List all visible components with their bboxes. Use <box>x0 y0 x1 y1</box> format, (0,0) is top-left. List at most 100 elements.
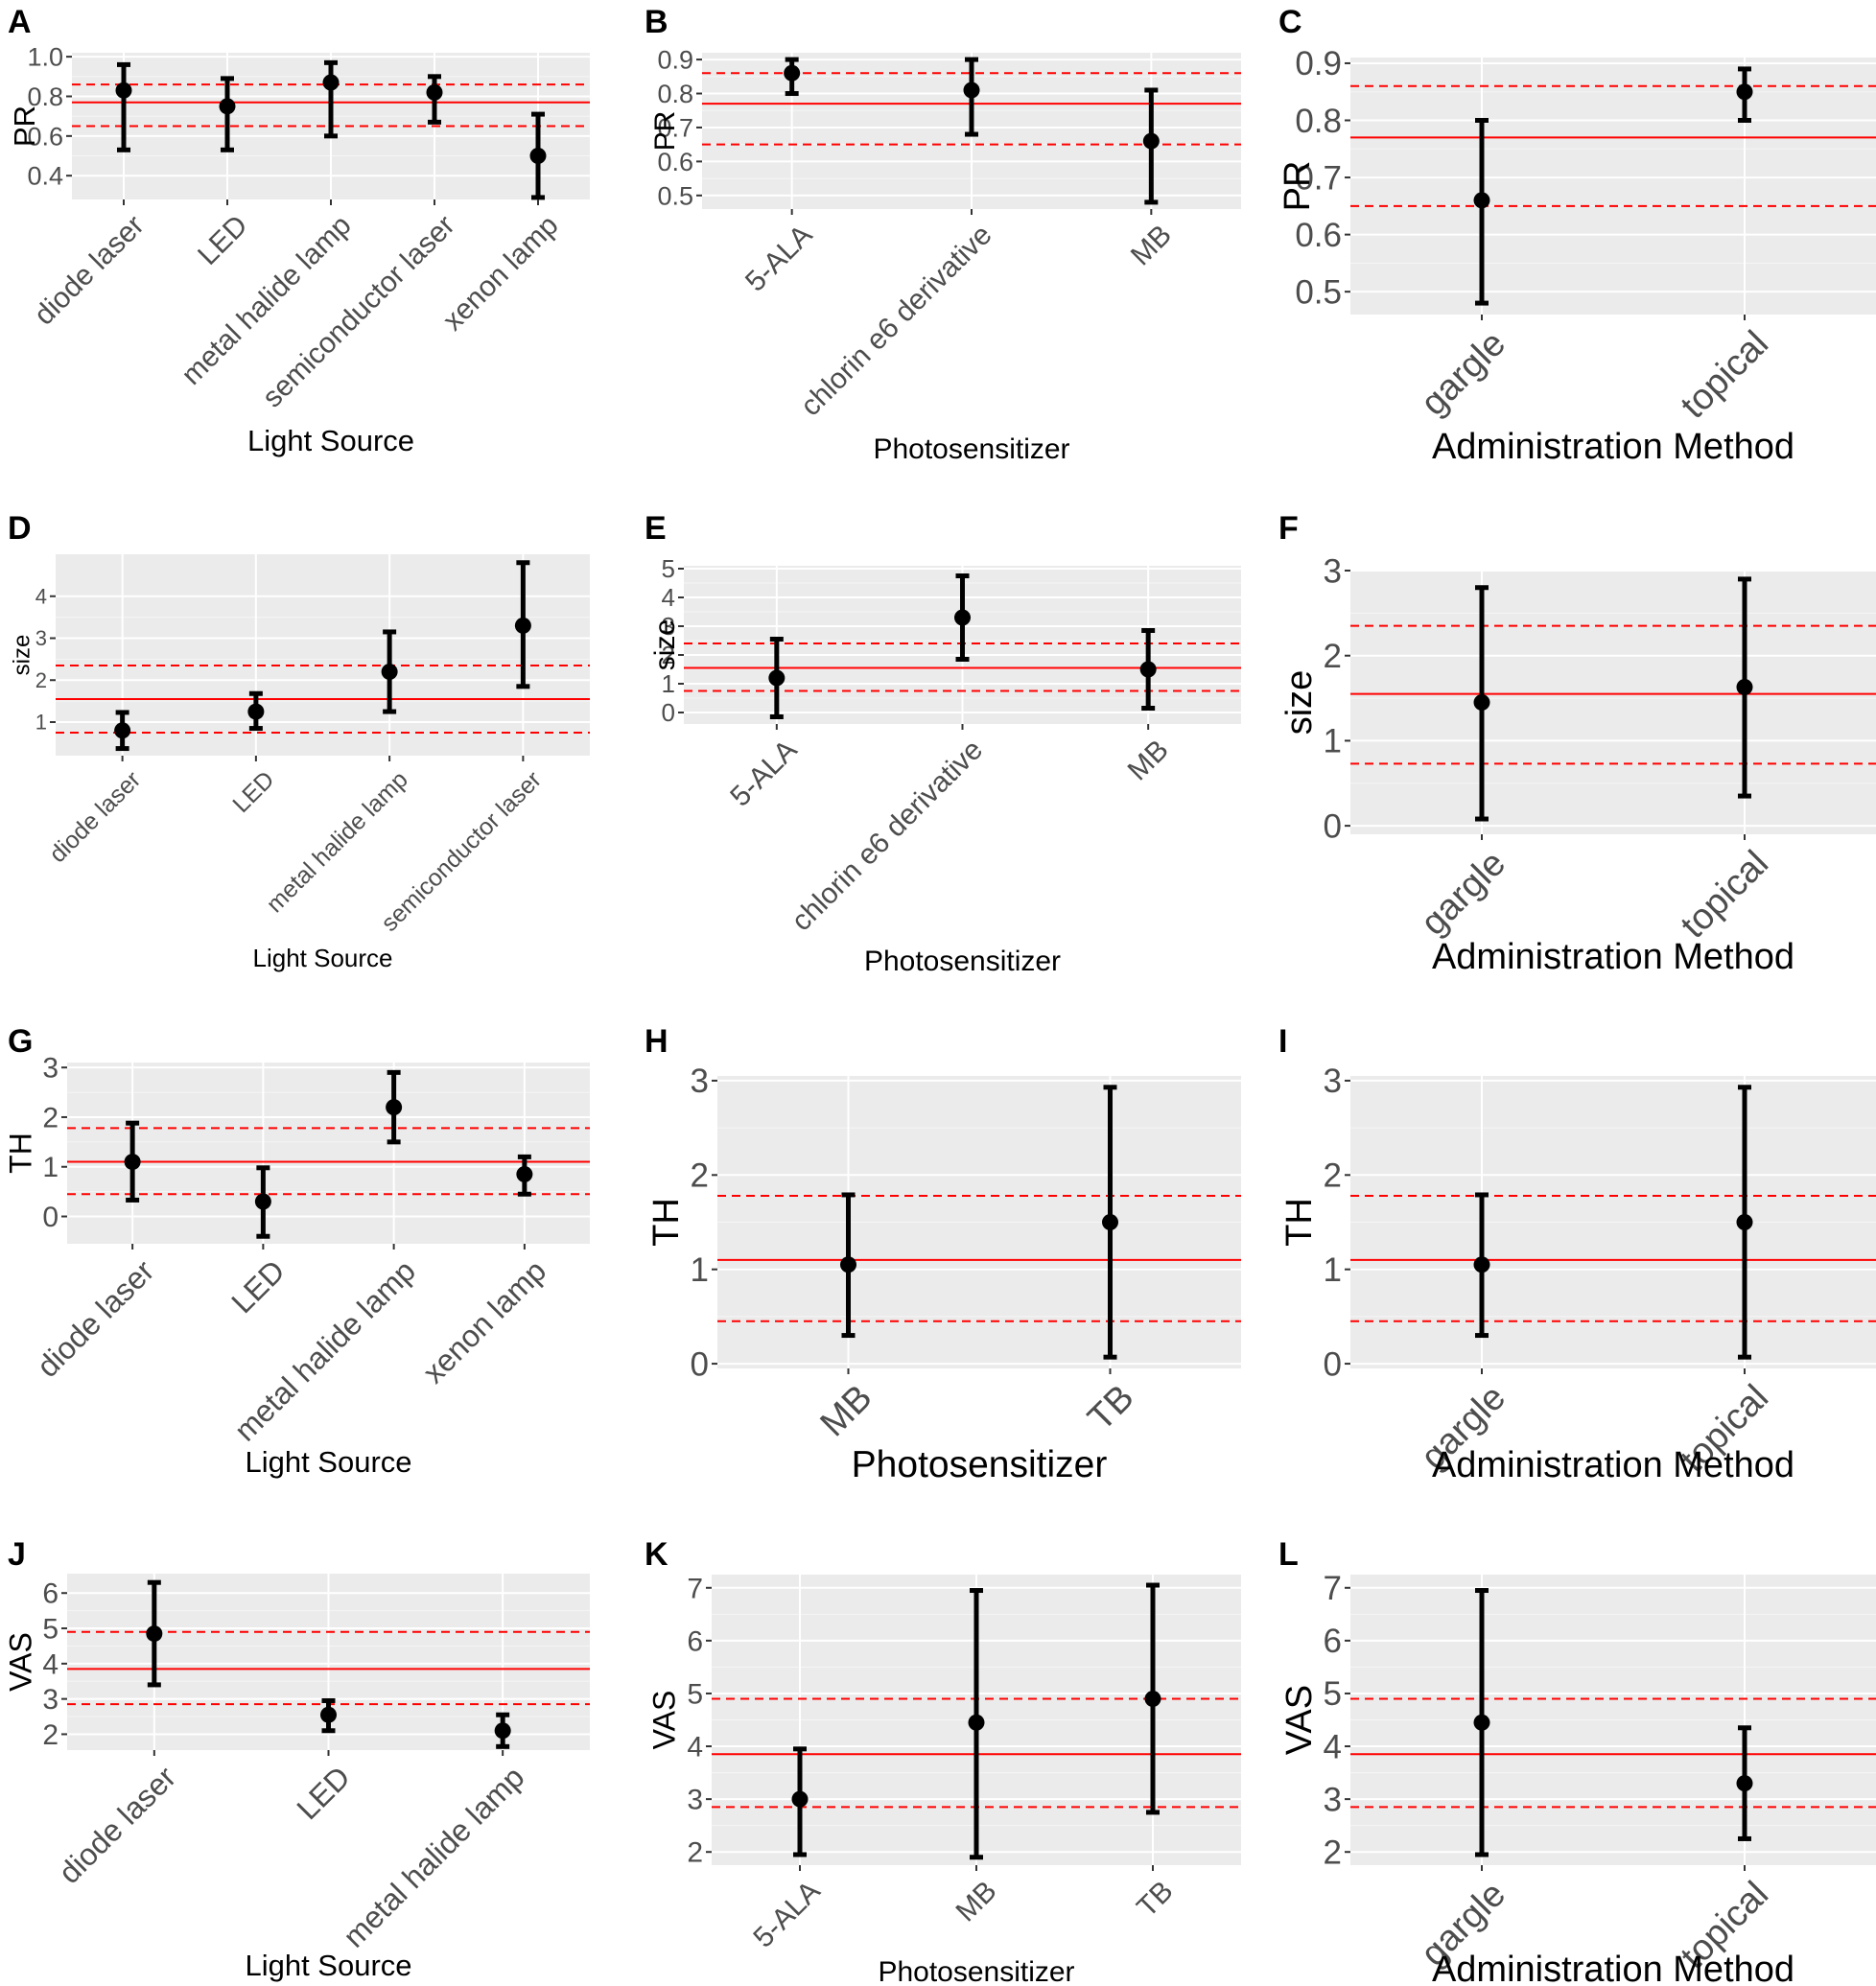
y-tick-label: 0.6 <box>1295 217 1342 254</box>
x-tick-label: topical <box>1674 843 1776 946</box>
x-axis-title: Light Source <box>245 1949 411 1982</box>
y-axis-title: VAS <box>646 1691 681 1750</box>
y-tick-label: 3 <box>662 612 675 641</box>
y-tick-label: 2 <box>691 1157 709 1195</box>
y-tick-label: 3 <box>42 1053 59 1085</box>
x-axis-title: Administration Method <box>1432 937 1794 977</box>
panel-C: C 0.5 0.6 0.7 0.8 0.9 gargle topicalAdministrat… <box>1278 4 1876 467</box>
point-estimate <box>1736 1214 1753 1230</box>
x-tick-label: MB <box>1122 734 1175 786</box>
point-estimate <box>426 83 443 101</box>
panel-label: F <box>1278 510 1299 547</box>
point-estimate <box>1473 1714 1490 1731</box>
y-tick-label: 1 <box>1324 1251 1342 1289</box>
x-tick-label: 5-ALA <box>724 734 803 812</box>
y-tick-label: 0.6 <box>657 148 693 176</box>
y-tick-label: 3 <box>42 1684 59 1716</box>
y-tick-label: 4 <box>35 584 47 608</box>
y-tick-label: 3 <box>1324 1063 1342 1100</box>
y-tick-label: 1 <box>662 669 675 698</box>
panel-H: H 0 1 2 3 MB TB Photosensitizer TH <box>645 1023 1241 1485</box>
y-tick-label: 2 <box>1324 1834 1342 1871</box>
point-estimate <box>146 1625 163 1643</box>
x-tick-label: metal halide lamp <box>261 766 412 918</box>
panel-K: K 2 3 4 5 6 7 5-ALA MB TB Photosensitizer VAS <box>645 1536 1241 1986</box>
point-estimate <box>114 722 131 739</box>
y-axis-title: PR <box>1278 161 1318 212</box>
y-axis-title: PR <box>649 111 681 152</box>
point-estimate <box>1473 192 1490 209</box>
panel-label: L <box>1278 1536 1299 1573</box>
x-tick-label: 5-ALA <box>747 1875 826 1953</box>
x-tick-label: TB <box>1131 1875 1179 1923</box>
y-tick-label: 2 <box>42 1719 59 1751</box>
y-tick-label: 0 <box>691 1345 709 1383</box>
y-tick-label: 0 <box>1324 807 1342 845</box>
y-tick-label: 1 <box>691 1251 709 1289</box>
y-tick-label: 5 <box>662 554 675 583</box>
panel-label: J <box>8 1536 26 1573</box>
y-tick-label: 4 <box>1324 1728 1342 1765</box>
x-tick-label: semiconductor laser <box>256 209 460 413</box>
x-axis-title: Light Source <box>245 1445 411 1479</box>
x-tick-label: TB <box>1080 1377 1141 1438</box>
point-estimate <box>115 82 132 99</box>
x-tick-label: diode laser <box>52 1760 182 1890</box>
y-tick-label: 0 <box>1324 1345 1342 1383</box>
y-tick-label: 2 <box>42 1102 59 1133</box>
x-tick-label: 5-ALA <box>739 219 818 297</box>
y-tick-label: 1.0 <box>27 43 63 72</box>
x-tick-label: metal halide lamp <box>337 1760 531 1954</box>
x-tick-label: chlorin e6 derivative <box>795 219 998 422</box>
panel-label: H <box>645 1023 668 1060</box>
y-tick-label: 0.8 <box>27 82 63 111</box>
y-tick-label: 0.4 <box>27 162 63 191</box>
point-estimate <box>1473 694 1490 711</box>
y-tick-label: 1 <box>42 1152 59 1183</box>
x-tick-label: MB <box>1125 219 1178 271</box>
panel-label: I <box>1278 1023 1287 1060</box>
plot-background <box>56 554 590 756</box>
x-tick-label: LED <box>192 209 254 271</box>
point-estimate <box>322 74 340 91</box>
y-tick-label: 2 <box>35 668 47 692</box>
plot-background <box>1350 58 1876 315</box>
point-estimate <box>1736 679 1753 696</box>
x-axis-title: Administration Method <box>1432 427 1794 467</box>
plot-background <box>1350 571 1876 834</box>
point-estimate <box>768 669 786 687</box>
y-tick-label: 6 <box>1324 1623 1342 1660</box>
panel-label: B <box>645 4 668 40</box>
y-axis-title: size <box>9 635 35 676</box>
point-estimate <box>381 664 398 680</box>
y-tick-label: 0.9 <box>1295 45 1342 82</box>
point-estimate <box>1144 1690 1161 1707</box>
y-tick-label: 6 <box>42 1578 59 1610</box>
x-tick-label: LED <box>224 1253 291 1320</box>
point-estimate <box>1736 83 1753 101</box>
x-tick-label: MB <box>813 1377 880 1444</box>
point-estimate <box>791 1790 809 1808</box>
y-tick-label: 5 <box>687 1678 703 1710</box>
x-tick-label: LED <box>227 766 279 818</box>
x-tick-label: xenon lamp <box>416 1253 552 1390</box>
y-tick-label: 1 <box>35 711 47 735</box>
y-tick-label: 0.7 <box>657 113 693 142</box>
x-axis-title: Administration Method <box>1432 1445 1794 1485</box>
point-estimate <box>254 1193 271 1210</box>
panel-label: G <box>8 1023 33 1060</box>
y-tick-label: 6 <box>687 1625 703 1657</box>
point-estimate <box>386 1099 403 1116</box>
y-tick-label: 4 <box>42 1648 59 1680</box>
point-estimate <box>963 82 980 99</box>
x-axis-title: Light Source <box>247 424 414 457</box>
panel-label: K <box>645 1536 668 1573</box>
x-axis-title: Photosensitizer <box>878 1956 1074 1986</box>
point-estimate <box>514 617 531 634</box>
point-estimate <box>784 64 801 82</box>
